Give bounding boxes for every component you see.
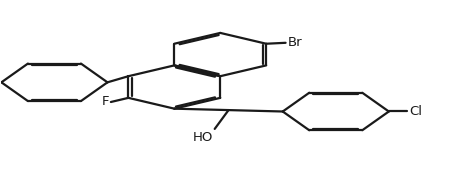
Text: F: F [101,96,109,108]
Text: Cl: Cl [408,105,421,118]
Text: HO: HO [192,131,213,144]
Text: Br: Br [287,36,301,49]
